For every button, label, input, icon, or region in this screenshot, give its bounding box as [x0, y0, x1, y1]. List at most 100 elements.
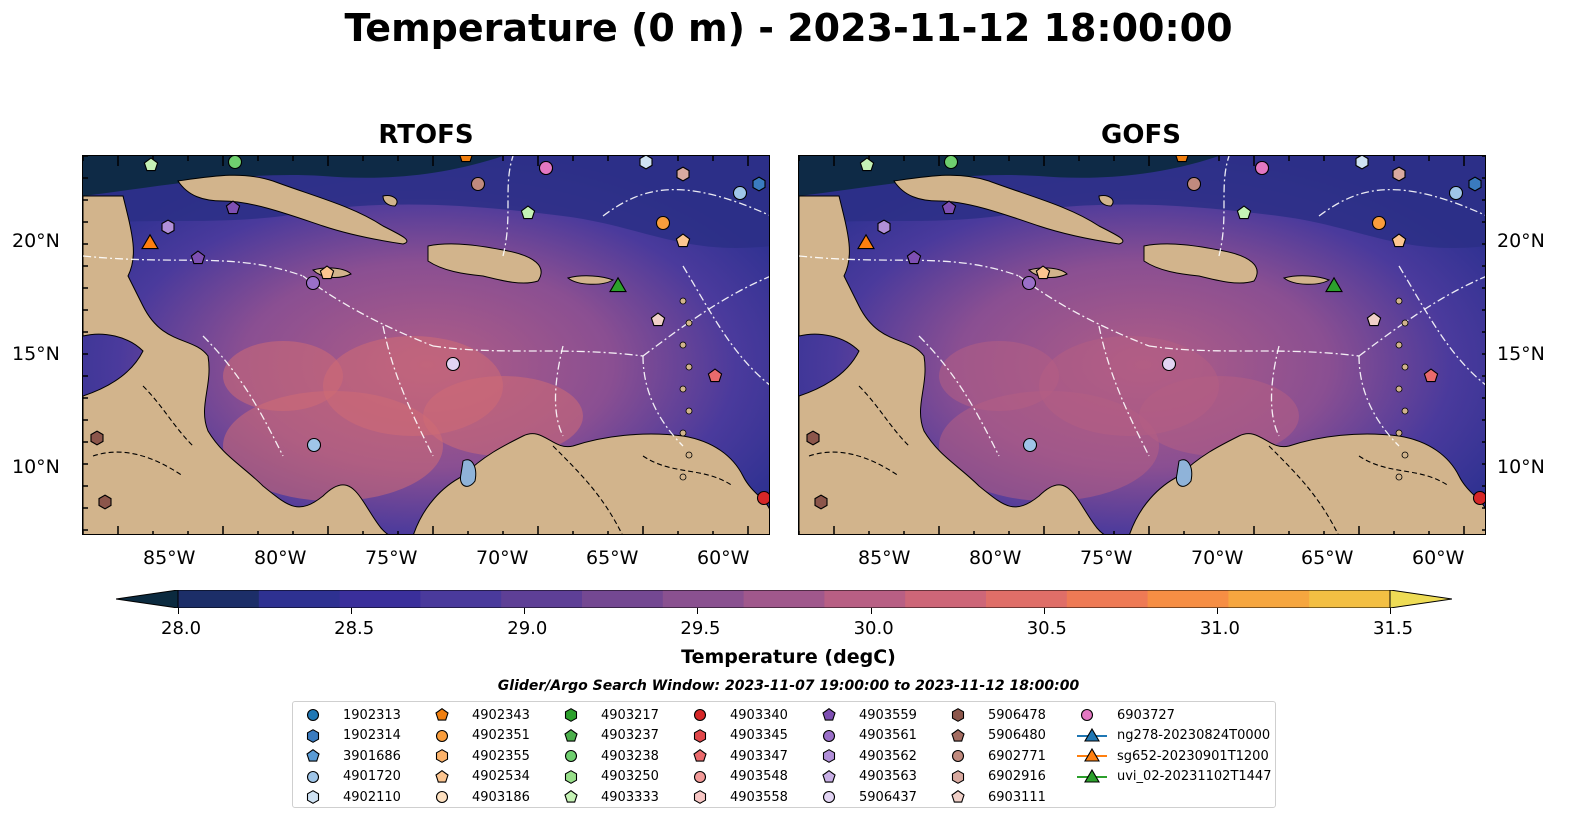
legend-hexagon-icon	[951, 769, 965, 784]
eez-boundary-line	[502, 156, 514, 257]
legend-circle-icon	[822, 729, 836, 742]
legend-label: 4902351	[472, 728, 530, 743]
legend-entry: 4903548	[688, 767, 788, 787]
warm-water-patch	[1139, 376, 1299, 456]
platform-marker-4901720	[732, 185, 748, 201]
legend-circle-icon	[306, 708, 320, 722]
country-border	[808, 451, 900, 477]
legend-label: 4903250	[601, 769, 659, 784]
x-tick-label: 85°W	[858, 547, 911, 569]
legend-entry: 4902355	[430, 746, 530, 766]
legend-triangle-icon	[1084, 727, 1100, 742]
legend-entry: 4902343	[430, 705, 530, 725]
legend-marker-icon	[951, 708, 965, 722]
colorbar-tick	[1390, 608, 1391, 614]
lesser-antilles-island	[679, 473, 687, 481]
colorbar-tick	[351, 608, 353, 614]
platform-marker-4902343	[459, 156, 473, 163]
legend-entry: uvi_02-20231102T1447	[1075, 767, 1271, 787]
legend-hexagon-icon	[951, 708, 965, 722]
lesser-antilles-island	[679, 429, 687, 437]
colorbar-segment	[1066, 590, 1149, 608]
country-border	[552, 445, 623, 534]
y-tick-label-right: 15°N	[1497, 343, 1545, 365]
colorbar-segment	[824, 590, 906, 608]
platform-marker-4902110	[639, 156, 653, 170]
legend-circle-icon	[693, 770, 707, 783]
legend-label: 6903727	[1117, 707, 1175, 723]
platform-marker-4901720	[1448, 185, 1464, 201]
legend-marker-icon	[951, 728, 965, 742]
legend-hexagon-icon	[564, 708, 578, 722]
legend-circle-icon	[1080, 708, 1094, 722]
platform-marker-4902343	[1175, 156, 1189, 163]
lesser-antilles-island	[685, 451, 693, 459]
legend-label: sg652-20230901T1200	[1117, 748, 1269, 764]
eez-boundary-line	[1318, 189, 1485, 217]
central-america-landmass	[799, 195, 1105, 534]
x-tick-label: 70°W	[1191, 547, 1244, 569]
legend-label: 6902916	[988, 769, 1046, 784]
eez-boundary-line	[918, 335, 1000, 457]
platform-marker-4903559	[190, 250, 206, 265]
legend-entry: 4903340	[688, 705, 788, 725]
legend-label: 4901720	[343, 769, 401, 784]
legend-label: 4902343	[472, 707, 530, 723]
legend-marker-icon	[435, 769, 449, 783]
legend-entry: ng278-20230824T0000	[1075, 726, 1270, 746]
platform-marker-4903561	[1021, 275, 1037, 291]
legend-marker-icon	[564, 790, 578, 803]
platform-marker-5906478	[806, 430, 820, 446]
glider-marker-sg652-20230901T1200	[141, 233, 159, 250]
x-tick-label: 80°W	[969, 547, 1022, 569]
legend-marker-icon	[306, 790, 320, 804]
bahamas-island	[1098, 195, 1114, 207]
warm-water-patch	[223, 341, 343, 411]
legend-label: 4903563	[859, 769, 917, 784]
platform-marker-4902351	[655, 215, 671, 231]
lesser-antilles-island	[1401, 407, 1409, 415]
legend-pentagon-icon	[564, 790, 578, 803]
legend-label: 3901686	[343, 748, 401, 764]
legend-circle-icon	[435, 729, 449, 742]
x-tick-label: 65°W	[1301, 547, 1354, 569]
warm-water-patch	[939, 341, 1059, 411]
legend-entry: 3901686	[301, 746, 401, 766]
legend-pentagon-icon	[435, 769, 449, 783]
legend-marker-icon	[822, 708, 836, 721]
legend-entry: 4903558	[688, 787, 788, 807]
legend-triangle-icon	[1084, 747, 1100, 762]
platform-marker-4903333	[859, 157, 875, 172]
colorbar-tick-label: 29.5	[680, 618, 721, 639]
x-tick-label: 85°W	[143, 547, 196, 569]
lesser-antilles-island	[679, 341, 687, 349]
platform-marker-1902314	[1468, 176, 1482, 192]
legend-pentagon-icon	[693, 749, 707, 762]
platform-marker-6902771	[470, 176, 486, 192]
legend-circle-icon	[435, 790, 449, 804]
eez-boundary-line	[642, 355, 684, 447]
legend-entry: 4903237	[559, 726, 659, 746]
legend-entry: 4903333	[559, 787, 659, 807]
colorbar-tick	[1216, 608, 1218, 614]
x-tick-label: 80°W	[254, 547, 307, 569]
legend-marker-icon	[306, 708, 320, 722]
platform-marker-6903111	[1366, 312, 1382, 327]
colorbar-segment	[1147, 590, 1229, 608]
eez-boundary-line	[602, 189, 769, 217]
colorbar-tick	[697, 608, 699, 614]
legend-entry: sg652-20230901T1200	[1075, 746, 1269, 766]
legend-marker-icon	[822, 769, 836, 783]
legend-label: 4903559	[859, 707, 917, 723]
legend-label: 6903111	[988, 789, 1046, 805]
legend-triangle-icon	[1084, 768, 1100, 783]
country-border	[1268, 445, 1339, 534]
legend-label: 4903347	[730, 748, 788, 764]
colorbar-frame	[177, 590, 1391, 608]
platform-marker-4902110	[1355, 156, 1369, 170]
panel-title-gofs: GOFS	[1101, 120, 1181, 150]
y-tick-label-left: 20°N	[12, 230, 60, 252]
legend-marker-icon	[435, 790, 449, 804]
colorbar-tick-label: 29.0	[507, 618, 548, 639]
bahamas-island	[382, 195, 398, 207]
